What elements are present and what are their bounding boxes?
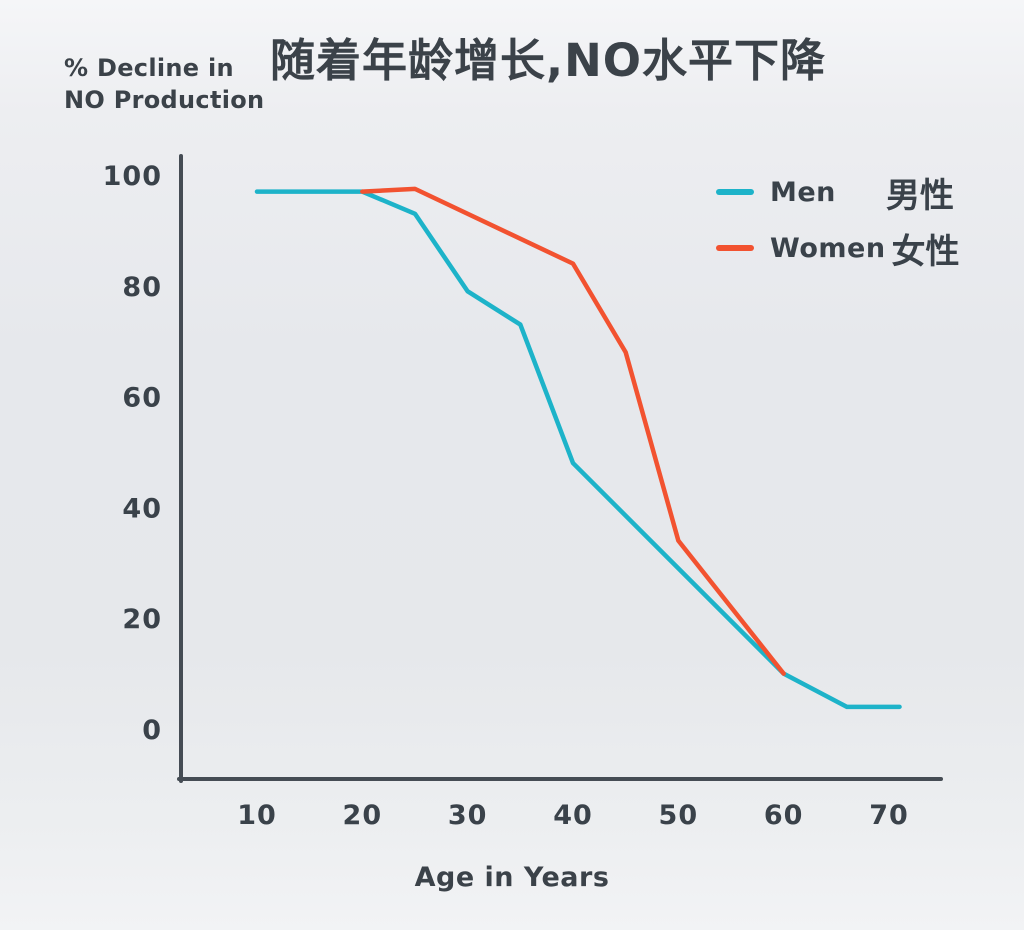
svg-text:100: 100	[103, 161, 162, 192]
legend-cjk-men: 男性	[886, 175, 954, 216]
legend-item-women: Women 女性	[716, 224, 960, 272]
legend-label-women: Women	[770, 232, 886, 264]
svg-text:50: 50	[659, 800, 699, 831]
legend: Men 男性 Women 女性	[716, 168, 960, 280]
legend-label-men: Men	[770, 176, 836, 208]
svg-text:80: 80	[122, 272, 162, 303]
svg-text:60: 60	[122, 383, 162, 414]
svg-text:0: 0	[142, 715, 162, 746]
x-axis-label: Age in Years	[414, 862, 610, 893]
legend-item-men: Men 男性	[716, 168, 960, 216]
women-line-swatch	[716, 245, 754, 251]
y-axis-label: % Decline in NO Production	[64, 54, 265, 115]
svg-text:70: 70	[869, 800, 909, 831]
svg-text:40: 40	[122, 493, 162, 524]
svg-text:40: 40	[553, 800, 593, 831]
svg-text:30: 30	[448, 800, 488, 831]
svg-text:20: 20	[122, 604, 162, 635]
svg-text:10: 10	[237, 800, 277, 831]
chart-title: 随着年龄增长,NO水平下降	[270, 34, 827, 87]
legend-cjk-women: 女性	[891, 231, 960, 272]
svg-text:60: 60	[764, 800, 804, 831]
svg-text:20: 20	[343, 800, 383, 831]
men-line-swatch	[716, 189, 754, 195]
